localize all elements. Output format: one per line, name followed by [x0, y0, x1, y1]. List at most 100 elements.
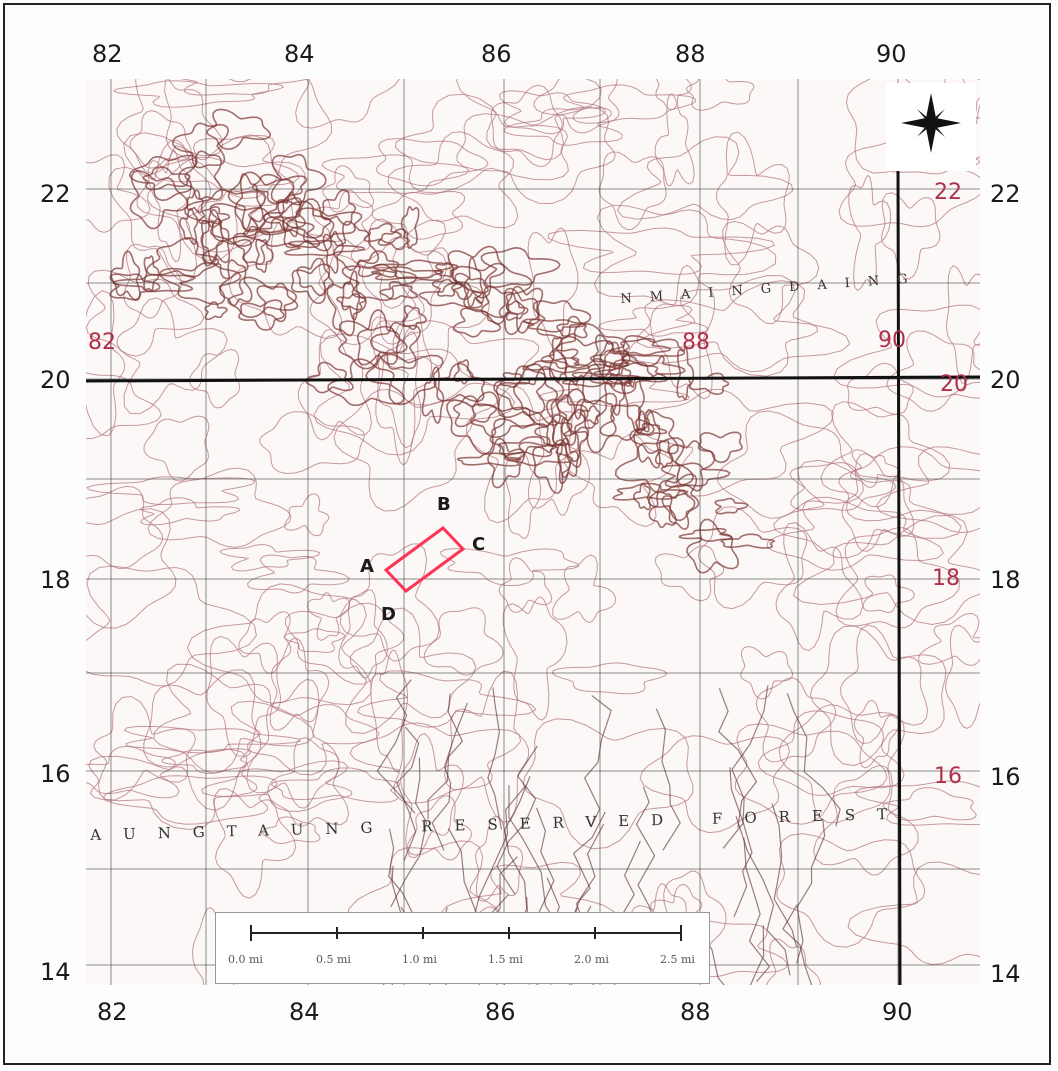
contour-line: [230, 700, 380, 776]
contour-line: [86, 485, 164, 569]
stream-line: [427, 693, 464, 820]
contour-line: [632, 482, 652, 511]
contour-line: [765, 938, 822, 985]
grid-line-major-horizontal: [86, 375, 980, 383]
x-tick-bottom-82: 82: [97, 998, 128, 1026]
contour-line: [201, 238, 252, 280]
y-tick-right-14: 14: [990, 960, 1021, 988]
contour-line: [269, 637, 330, 731]
contour-line: [116, 297, 228, 415]
contour-line: [452, 395, 497, 428]
contour-line: [260, 816, 321, 845]
contour-line: [186, 583, 372, 706]
topographic-map[interactable]: [86, 79, 980, 985]
contour-line: [480, 246, 561, 289]
contour-line: [206, 108, 272, 150]
contour-line: [447, 245, 506, 299]
red-grid-number-90: 90: [878, 328, 906, 353]
contour-line: [433, 362, 486, 403]
contour-line: [326, 281, 367, 337]
contour-line: [400, 206, 420, 249]
red-grid-number-16: 16: [934, 764, 962, 789]
contour-line: [715, 131, 790, 266]
contour-line: [717, 410, 864, 519]
contour-line: [580, 405, 601, 425]
contour-line: [685, 79, 755, 111]
contour-line: [86, 565, 257, 687]
contour-line: [533, 79, 620, 134]
contour-line: [775, 522, 864, 652]
stream-line: [504, 775, 531, 925]
compass-rose-icon: [901, 93, 961, 153]
stream-line: [390, 757, 428, 908]
red-grid-number-20: 20: [940, 372, 968, 397]
contour-line: [633, 408, 661, 469]
contour-line: [881, 192, 941, 280]
contour-line: [238, 299, 285, 331]
contour-line: [776, 833, 926, 948]
contour-line: [773, 459, 962, 559]
stream-line: [749, 925, 765, 985]
contour-line: [258, 200, 332, 239]
stream-line: [718, 688, 758, 828]
contour-line: [714, 497, 749, 515]
contour-line: [333, 388, 475, 512]
contour-line: [345, 607, 477, 735]
contour-line: [336, 293, 367, 311]
contour-line: [847, 861, 980, 966]
contour-line: [838, 446, 980, 522]
contour-line: [555, 322, 631, 369]
scale-label-5: 2.5 mi: [660, 953, 695, 966]
contour-line: [109, 273, 161, 301]
contour-line: [917, 612, 980, 666]
stream-line: [796, 818, 826, 964]
contour-line: [349, 722, 522, 804]
contour-line: [639, 735, 790, 834]
contour-line: [648, 490, 677, 529]
contour-line: [86, 476, 256, 505]
contour-line: [453, 359, 474, 385]
contour-line: [609, 337, 672, 356]
contour-line: [370, 308, 433, 449]
contour-line: [338, 320, 408, 370]
contour-line: [402, 304, 428, 331]
contour-line: [841, 452, 915, 552]
contour-line: [146, 156, 306, 253]
stream-line: [698, 926, 725, 985]
contour-line: [552, 554, 617, 623]
contour-line: [832, 304, 980, 398]
contour-line: [123, 132, 294, 261]
point-label-d: D: [381, 604, 396, 625]
contour-line: [563, 84, 697, 124]
contour-line: [143, 669, 262, 812]
contour-line: [757, 710, 905, 796]
contour-line: [267, 737, 350, 827]
contour-line: [93, 696, 197, 801]
map-canvas: [86, 79, 980, 985]
stream-line: [735, 816, 791, 976]
contour-line: [296, 257, 330, 297]
contour-line: [327, 358, 405, 407]
scale-label-0: 0.0 mi: [228, 953, 263, 966]
contour-line: [720, 533, 776, 549]
contour-line: [945, 265, 980, 384]
contour-line: [370, 649, 409, 773]
contour-line: [309, 253, 425, 346]
contour-line: [86, 290, 126, 437]
contour-line: [188, 348, 241, 409]
contour-line: [945, 624, 980, 729]
contour-line: [283, 239, 366, 257]
contour-line: [635, 410, 650, 435]
point-label-b: B: [437, 494, 451, 515]
scale-label-1: 0.5 mi: [316, 953, 351, 966]
contour-line: [143, 255, 160, 292]
contour-line: [522, 718, 694, 850]
contour-line: [452, 307, 502, 338]
contour-line: [612, 482, 689, 501]
x-tick-top-86: 86: [481, 40, 512, 68]
scale-bar: 0.0 mi 0.5 mi 1.0 mi 1.5 mi 2.0 mi 2.5 m…: [215, 912, 710, 984]
contour-line: [123, 725, 302, 754]
contour-line: [321, 188, 357, 226]
contour-line: [161, 748, 252, 774]
contour-line: [159, 261, 242, 306]
